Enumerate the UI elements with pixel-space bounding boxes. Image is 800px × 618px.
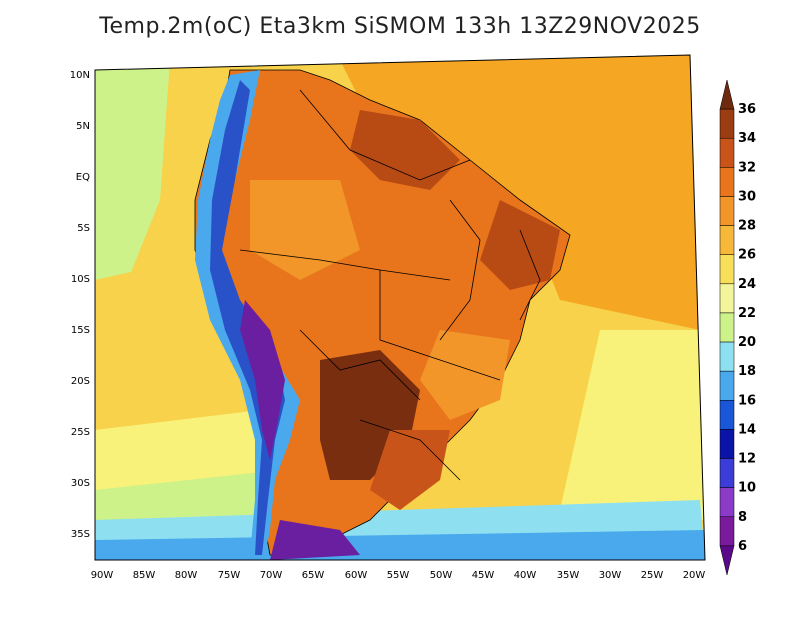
lon-label: 60W: [345, 570, 368, 581]
colorbar-bin: [719, 370, 735, 401]
border-amazon-south: [239, 249, 451, 281]
colorbar-label: 16: [738, 393, 756, 408]
border-bolivia: [299, 329, 421, 401]
colorbar-bin: [719, 283, 735, 314]
colorbar-label: 18: [738, 364, 756, 379]
colorbar-label: 30: [738, 189, 756, 204]
colorbar-bin: [719, 254, 735, 285]
colorbar-label: 26: [738, 248, 756, 263]
ocean-cool-south-atlantic: [560, 330, 705, 520]
lon-label: 65W: [302, 570, 325, 581]
colorbar-label: 10: [738, 481, 756, 496]
colorbar-bin: [719, 225, 735, 255]
lon-label: 45W: [472, 570, 495, 581]
lon-label: 40W: [514, 570, 537, 581]
colorbar-label: 34: [738, 131, 756, 146]
colorbar-bin: [719, 400, 735, 430]
border-northeast: [439, 199, 481, 341]
border-bahia: [519, 229, 541, 321]
lon-label: 55W: [387, 570, 410, 581]
lat-label: 5N: [76, 121, 90, 132]
colorbar-label: 20: [738, 335, 756, 350]
lat-label: 30S: [71, 478, 90, 489]
colorbar-bin: [719, 545, 735, 576]
andes-violet-band: [240, 300, 285, 460]
longitude-ticks: 90W 85W 80W 75W 70W 65W 60W 55W 50W 45W …: [91, 570, 706, 581]
colorbar-bin: [719, 137, 735, 168]
colorbar-bin: [719, 312, 735, 343]
colorbar-bin: [719, 458, 735, 488]
lat-label: 15S: [71, 325, 90, 336]
amazon-very-hot: [350, 110, 460, 190]
map-frame: [94, 54, 706, 561]
lon-label: 90W: [91, 570, 114, 581]
border-center: [379, 270, 501, 381]
southeast-warm: [420, 330, 510, 420]
patagonia-cold: [270, 520, 360, 560]
lon-label: 30W: [599, 570, 622, 581]
colorbar-bin: [719, 167, 735, 197]
ocean-green-pacific-north: [95, 60, 170, 300]
political-borders: [239, 89, 541, 481]
ocean-pacific-mid: [95, 250, 230, 430]
colorbar-label: 28: [738, 219, 756, 234]
colorbar-bin: [719, 487, 735, 518]
lat-label: 10N: [70, 70, 90, 81]
colorbar-label: 32: [738, 160, 756, 175]
lon-label: 35W: [557, 570, 580, 581]
northeast-very-hot: [480, 200, 560, 290]
colorbar-label: 12: [738, 452, 756, 467]
lat-label: 35S: [71, 529, 90, 540]
lat-label: 10S: [71, 274, 90, 285]
latitude-ticks: 10N 5N EQ 5S 10S 15S 20S 25S 30S 35S: [70, 70, 90, 540]
colorbar-label: 22: [738, 306, 756, 321]
colorbar-label: 14: [738, 422, 756, 437]
ocean-warm-atlantic: [340, 55, 700, 330]
border-north: [299, 89, 471, 181]
colorbar-label: 36: [738, 102, 756, 117]
colorbar-label: 24: [738, 277, 756, 292]
ocean-blue-south: [95, 530, 705, 560]
colorbar: 36 34 32 30 28 26 24 22 20 18 16 14 12 10 8 6: [719, 79, 756, 576]
colorbar-label: 6: [738, 539, 747, 554]
colorbar-bin: [719, 108, 735, 139]
lat-label: 5S: [77, 223, 90, 234]
lat-label: EQ: [76, 172, 90, 183]
colorbar-bin: [719, 196, 735, 226]
colorbar-bin: [719, 79, 735, 110]
colorbar-bin: [719, 516, 735, 547]
lon-label: 85W: [133, 570, 156, 581]
lon-label: 25W: [641, 570, 664, 581]
lat-label: 25S: [71, 427, 90, 438]
map-title: Temp.2m(oC) Eta3km SiSMOM 133h 13Z29NOV2…: [99, 14, 701, 39]
colorbar-label: 8: [738, 510, 747, 525]
south-america-land: [194, 69, 571, 560]
colorbar-bin: [719, 429, 735, 459]
border-south: [359, 419, 461, 481]
lon-label: 50W: [430, 570, 453, 581]
lat-label: 20S: [71, 376, 90, 387]
lon-label: 20W: [683, 570, 706, 581]
lon-label: 75W: [218, 570, 241, 581]
lon-label: 70W: [260, 570, 283, 581]
colorbar-bin: [719, 341, 735, 372]
lon-label: 80W: [175, 570, 198, 581]
